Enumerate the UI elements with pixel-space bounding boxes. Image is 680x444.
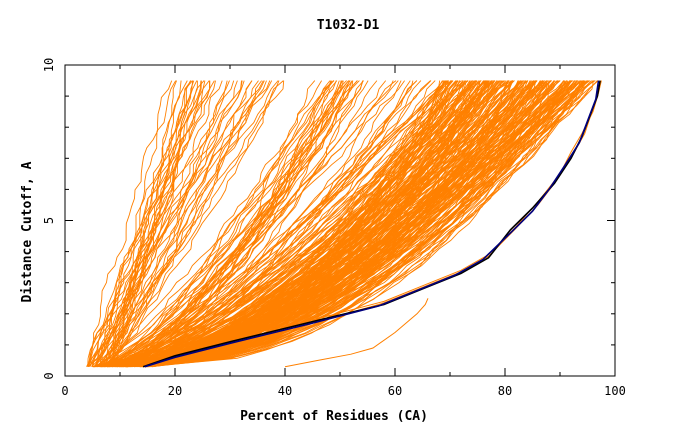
curves-layer xyxy=(86,80,602,368)
model-curve-93 xyxy=(119,80,343,368)
series-outlier-4 xyxy=(284,298,429,368)
model-curve-37 xyxy=(99,80,205,367)
highlight-curve-0 xyxy=(144,80,600,368)
model-curve-90 xyxy=(106,80,397,368)
model-curve-285 xyxy=(122,80,519,368)
model-curve-36 xyxy=(92,80,188,367)
chart-title: T1032-D1 xyxy=(317,18,380,33)
model-curve-157 xyxy=(146,80,584,368)
model-curve-94 xyxy=(125,80,432,368)
model-curve-319 xyxy=(128,80,462,368)
model-curve-31 xyxy=(94,80,215,367)
model-curve-25 xyxy=(88,80,173,367)
model-curve-108 xyxy=(139,80,452,368)
x-tick-label-60: 60 xyxy=(388,384,402,398)
model-curve-77 xyxy=(122,80,332,368)
model-curve-21 xyxy=(104,80,267,368)
model-curve-89 xyxy=(96,80,322,368)
model-curve-27 xyxy=(113,80,194,367)
model-curve-147 xyxy=(106,80,444,368)
model-curve-95 xyxy=(102,80,378,368)
model-curve-96 xyxy=(121,80,449,368)
model-curve-35 xyxy=(95,80,223,367)
model-curve-305 xyxy=(142,80,450,368)
model-curve-207 xyxy=(98,80,495,368)
model-curve-32 xyxy=(101,80,198,368)
model-curve-73 xyxy=(98,80,354,368)
model-curve-20 xyxy=(86,80,198,367)
model-curve-33 xyxy=(100,80,177,367)
model-curve-227 xyxy=(144,80,471,368)
x-tick-label-100: 100 xyxy=(604,384,626,398)
model-curve-288 xyxy=(147,80,584,368)
model-curve-64 xyxy=(102,80,335,368)
model-curve-13 xyxy=(91,80,238,368)
model-curve-267 xyxy=(130,80,543,368)
model-curve-322 xyxy=(144,80,534,368)
model-curve-324 xyxy=(125,80,495,368)
model-curve-273 xyxy=(119,80,590,368)
model-curve-17 xyxy=(105,80,253,368)
model-curve-28 xyxy=(98,80,285,368)
x-axis-label: Percent of Residues (CA) xyxy=(240,409,428,424)
model-curve-282 xyxy=(92,80,565,368)
model-curve-85 xyxy=(99,80,316,368)
model-curve-266 xyxy=(137,80,552,368)
model-curve-40 xyxy=(87,80,262,368)
model-curve-283 xyxy=(95,80,498,368)
model-curve-24 xyxy=(91,80,202,367)
model-curve-72 xyxy=(101,80,335,368)
model-curve-67 xyxy=(107,80,343,368)
model-curve-304 xyxy=(108,80,551,368)
model-curve-30 xyxy=(87,80,182,367)
model-curve-291 xyxy=(146,80,452,368)
y-axis-label: Distance Cutoff, A xyxy=(20,161,35,302)
y-tick-label-5: 5 xyxy=(42,217,56,224)
model-curve-1 xyxy=(90,80,259,367)
axes-layer: 0 20 40 60 80 100 0 5 10 xyxy=(42,58,626,398)
model-curve-302 xyxy=(96,80,585,368)
y-tick-label-10: 10 xyxy=(42,58,56,72)
model-curve-296 xyxy=(126,80,500,368)
x-tick-label-20: 20 xyxy=(168,384,182,398)
model-curve-78 xyxy=(119,80,364,368)
model-curve-317 xyxy=(93,80,575,368)
model-curve-87 xyxy=(120,80,405,368)
model-curve-41 xyxy=(109,80,279,367)
model-curve-307 xyxy=(109,80,474,368)
model-curve-325 xyxy=(97,80,452,368)
model-curve-62 xyxy=(94,80,399,368)
x-tick-label-40: 40 xyxy=(278,384,292,398)
model-curve-274 xyxy=(148,80,508,368)
model-curve-3 xyxy=(111,80,265,367)
model-curve-261 xyxy=(145,80,445,368)
model-curve-82 xyxy=(122,80,411,368)
model-curve-297 xyxy=(93,80,469,368)
model-curve-253 xyxy=(113,80,559,368)
model-curve-320 xyxy=(100,80,493,368)
model-curve-318 xyxy=(127,80,449,368)
y-tick-label-0: 0 xyxy=(42,372,56,379)
model-curve-314 xyxy=(113,80,473,368)
model-curve-38 xyxy=(93,80,284,368)
model-curve-81 xyxy=(118,80,333,368)
model-curve-326 xyxy=(148,80,488,368)
model-curve-16 xyxy=(101,80,280,368)
x-tick-label-0: 0 xyxy=(61,384,68,398)
x-tick-label-80: 80 xyxy=(498,384,512,398)
